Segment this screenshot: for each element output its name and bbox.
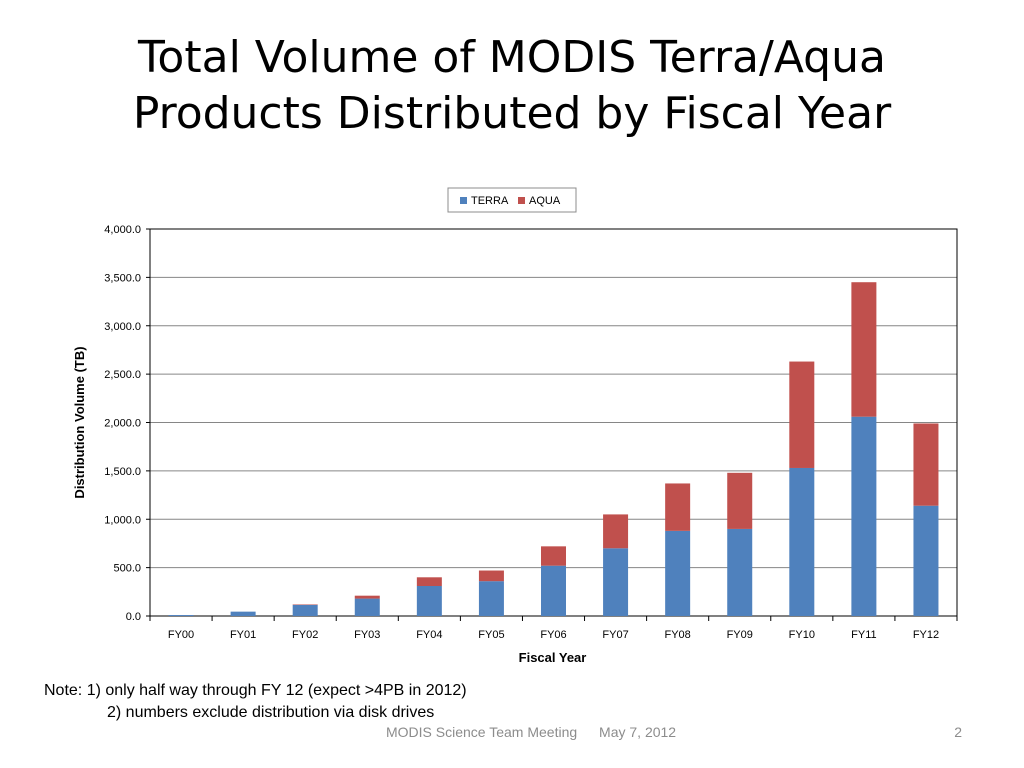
bar-terra <box>168 615 194 616</box>
legend-box <box>447 187 577 213</box>
bar-terra <box>541 565 566 616</box>
bar-aqua <box>851 282 877 417</box>
stacked-bar-chart: 0.0 500.0 1,000.0 1,500.0 2,000.0 2,500.0 3,00… <box>72 187 958 665</box>
x-axis-title: Fiscal Year <box>519 650 587 665</box>
x-tick-label: FY08 <box>665 629 691 641</box>
x-tick-label: FY06 <box>540 629 566 641</box>
bar-aqua <box>354 595 380 599</box>
legend-label-aqua: AQUA <box>529 195 561 207</box>
slide-title-line2: Products Distributed by Fiscal Year <box>132 88 892 139</box>
bar-terra <box>354 598 380 616</box>
x-tick-label: FY12 <box>913 629 939 641</box>
bar-aqua <box>727 472 753 529</box>
bar-aqua <box>665 483 691 531</box>
y-tick-label: 3,000.0 <box>104 321 141 333</box>
y-tick-label: 1,500.0 <box>104 466 141 478</box>
legend-swatch-aqua <box>518 197 525 204</box>
bar-terra <box>789 467 815 616</box>
slide-footer: MODIS Science Team Meeting May 7, 2012 <box>386 724 676 740</box>
x-tick-label: FY04 <box>416 629 442 641</box>
y-axis-title: Distribution Volume (TB) <box>72 346 87 498</box>
footer-meeting: MODIS Science Team Meeting <box>386 724 578 740</box>
x-tick-label: FY09 <box>727 629 753 641</box>
bar-aqua <box>603 514 629 549</box>
x-tick-label: FY03 <box>354 629 380 641</box>
bar-aqua <box>478 570 504 582</box>
y-tick-label: 2,500.0 <box>104 369 141 381</box>
bar-terra <box>230 611 256 616</box>
x-tick-label: FY10 <box>789 629 815 641</box>
y-tick-label: 0.0 <box>126 611 141 623</box>
page-number: 2 <box>954 724 962 740</box>
bar-aqua <box>416 577 442 587</box>
bar-terra <box>913 505 939 616</box>
bar-terra <box>851 416 877 616</box>
x-tick-label: FY07 <box>602 629 628 641</box>
bar-terra <box>292 604 318 616</box>
y-tick-label: 3,500.0 <box>104 272 141 284</box>
y-tick-label: 2,000.0 <box>104 418 141 430</box>
bar-aqua <box>541 546 566 566</box>
x-tick-label: FY00 <box>168 629 194 641</box>
footer-date: May 7, 2012 <box>599 724 677 740</box>
bar-terra <box>478 581 504 616</box>
legend-swatch-terra <box>460 197 467 204</box>
bar-terra <box>727 528 753 616</box>
bar-terra <box>665 530 691 616</box>
note-line-1: Note: 1) only half way through FY 12 (ex… <box>44 682 467 699</box>
y-tick-label: 4,000.0 <box>104 224 141 236</box>
bar-aqua <box>789 361 815 468</box>
slide-title: Total Volume of MODIS Terra/Aqua Product… <box>0 30 1024 142</box>
bar-terra <box>603 548 629 616</box>
slide-title-line1: Total Volume of MODIS Terra/Aqua <box>138 32 886 83</box>
x-tick-label: FY05 <box>478 629 504 641</box>
y-tick-label: 500.0 <box>113 563 141 575</box>
x-tick-label: FY02 <box>292 629 318 641</box>
slide-note: Note: 1) only half way through FY 12 (ex… <box>44 680 467 721</box>
bar-terra <box>416 586 442 616</box>
bar-aqua <box>913 423 939 506</box>
y-tick-label: 1,000.0 <box>104 514 141 526</box>
legend-label-terra: TERRA <box>471 195 509 207</box>
x-tick-label: FY01 <box>230 629 256 641</box>
note-line-2: 2) numbers exclude distribution via disk… <box>107 704 435 721</box>
x-tick-label: FY11 <box>851 629 876 641</box>
